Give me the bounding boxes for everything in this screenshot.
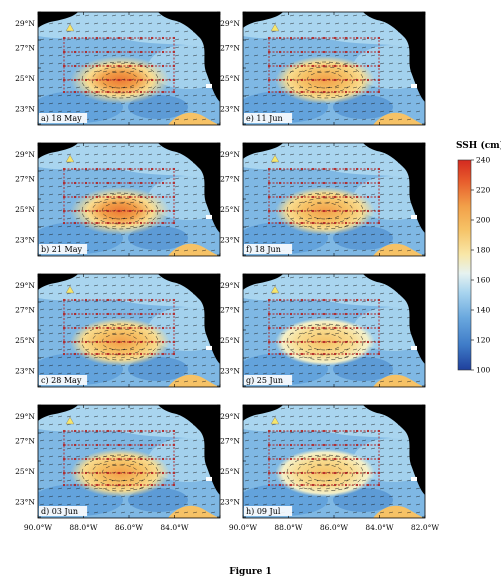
lat-tick-label: 29°N bbox=[220, 150, 240, 159]
lat-tick-label: 27°N bbox=[15, 44, 35, 53]
lon-tick-label: 86.0°W bbox=[115, 523, 143, 532]
map-panel-8: h) 09 Jul bbox=[242, 404, 426, 519]
station-marker-icon bbox=[65, 154, 75, 163]
panel-label: c) 28 May bbox=[41, 376, 82, 385]
lon-tick-label: 88.0°W bbox=[69, 523, 97, 532]
lon-tick-label: 90.0°W bbox=[24, 523, 52, 532]
map-panel-1: a) 18 May bbox=[37, 11, 221, 126]
survey-track bbox=[267, 298, 381, 356]
lat-tick-label: 23°N bbox=[15, 105, 35, 114]
lat-tick-label: 23°N bbox=[220, 367, 240, 376]
survey-track bbox=[62, 298, 176, 356]
survey-track bbox=[267, 167, 381, 225]
colorbar-tick-label: 120 bbox=[476, 336, 491, 345]
lat-tick-label: 25°N bbox=[220, 205, 240, 214]
colorbar-tick-label: 100 bbox=[476, 366, 491, 375]
station-marker-icon bbox=[270, 154, 280, 163]
lat-tick-label: 29°N bbox=[15, 281, 35, 290]
panel-label: a) 18 May bbox=[41, 114, 82, 123]
lat-tick-label: 29°N bbox=[15, 412, 35, 421]
lat-tick-label: 23°N bbox=[15, 367, 35, 376]
map-panel-2: b) 21 May bbox=[37, 142, 221, 257]
lat-tick-label: 27°N bbox=[15, 306, 35, 315]
lon-tick-label: 90.0°W bbox=[229, 523, 257, 532]
colorbar-tick-label: 180 bbox=[476, 246, 491, 255]
colorbar-gradient bbox=[457, 159, 472, 371]
lat-tick-label: 27°N bbox=[220, 175, 240, 184]
figure-caption: Figure 1 bbox=[229, 567, 272, 577]
lat-tick-label: 23°N bbox=[220, 498, 240, 507]
station-marker-icon bbox=[65, 23, 75, 32]
panel-label: f) 18 Jun bbox=[246, 245, 281, 254]
colorbar-tick-label: 140 bbox=[476, 306, 491, 315]
station-marker-icon bbox=[65, 285, 75, 294]
lon-tick-label: 86.0°W bbox=[320, 523, 348, 532]
panel-label: b) 21 May bbox=[41, 245, 82, 254]
colorbar-tick-label: 240 bbox=[476, 156, 491, 165]
lat-tick-label: 25°N bbox=[15, 467, 35, 476]
panel-label: h) 09 Jul bbox=[246, 507, 281, 516]
colorbar-tick-label: 200 bbox=[476, 216, 491, 225]
colorbar-tick-label: 220 bbox=[476, 186, 491, 195]
lat-tick-label: 25°N bbox=[220, 74, 240, 83]
lat-tick-label: 27°N bbox=[15, 437, 35, 446]
lat-tick-label: 23°N bbox=[220, 236, 240, 245]
lon-tick-label: 84.0°W bbox=[365, 523, 393, 532]
survey-track bbox=[267, 429, 381, 487]
survey-track bbox=[62, 429, 176, 487]
lat-tick-label: 29°N bbox=[220, 19, 240, 28]
lat-tick-label: 27°N bbox=[220, 306, 240, 315]
lat-tick-label: 23°N bbox=[15, 498, 35, 507]
lat-tick-label: 23°N bbox=[15, 236, 35, 245]
lon-tick-label: 88.0°W bbox=[274, 523, 302, 532]
map-panel-4: d) 03 Jun bbox=[37, 404, 221, 519]
station-marker-icon bbox=[270, 285, 280, 294]
map-panel-3: c) 28 May bbox=[37, 273, 221, 388]
lat-tick-label: 27°N bbox=[220, 437, 240, 446]
map-panel-7: g) 25 Jun bbox=[242, 273, 426, 388]
lat-tick-label: 25°N bbox=[15, 74, 35, 83]
survey-track bbox=[62, 36, 176, 94]
lat-tick-label: 27°N bbox=[15, 175, 35, 184]
survey-track bbox=[267, 36, 381, 94]
lat-tick-label: 29°N bbox=[220, 281, 240, 290]
lon-tick-label: 84.0°W bbox=[160, 523, 188, 532]
lat-tick-label: 29°N bbox=[15, 19, 35, 28]
survey-track bbox=[62, 167, 176, 225]
colorbar-title: SSH (cm) bbox=[456, 140, 501, 151]
lat-tick-label: 25°N bbox=[15, 205, 35, 214]
map-panel-6: f) 18 Jun bbox=[242, 142, 426, 257]
lat-tick-label: 23°N bbox=[220, 105, 240, 114]
panel-label: d) 03 Jun bbox=[41, 507, 78, 516]
station-marker-icon bbox=[270, 23, 280, 32]
station-marker-icon bbox=[270, 416, 280, 425]
colorbar: SSH (cm) 240 220 200 180 160 140 120 100 bbox=[456, 140, 501, 375]
lat-tick-label: 29°N bbox=[15, 150, 35, 159]
lat-tick-label: 25°N bbox=[220, 336, 240, 345]
panel-label: g) 25 Jun bbox=[246, 376, 283, 385]
lat-tick-label: 25°N bbox=[220, 467, 240, 476]
colorbar-tick-label: 160 bbox=[476, 276, 491, 285]
lat-tick-label: 25°N bbox=[15, 336, 35, 345]
station-marker-icon bbox=[65, 416, 75, 425]
lat-tick-label: 27°N bbox=[220, 44, 240, 53]
lon-tick-label: 82.0°W bbox=[411, 523, 439, 532]
panel-label: e) 11 Jun bbox=[246, 114, 283, 123]
lat-tick-label: 29°N bbox=[220, 412, 240, 421]
map-panel-5: e) 11 Jun bbox=[242, 11, 426, 126]
